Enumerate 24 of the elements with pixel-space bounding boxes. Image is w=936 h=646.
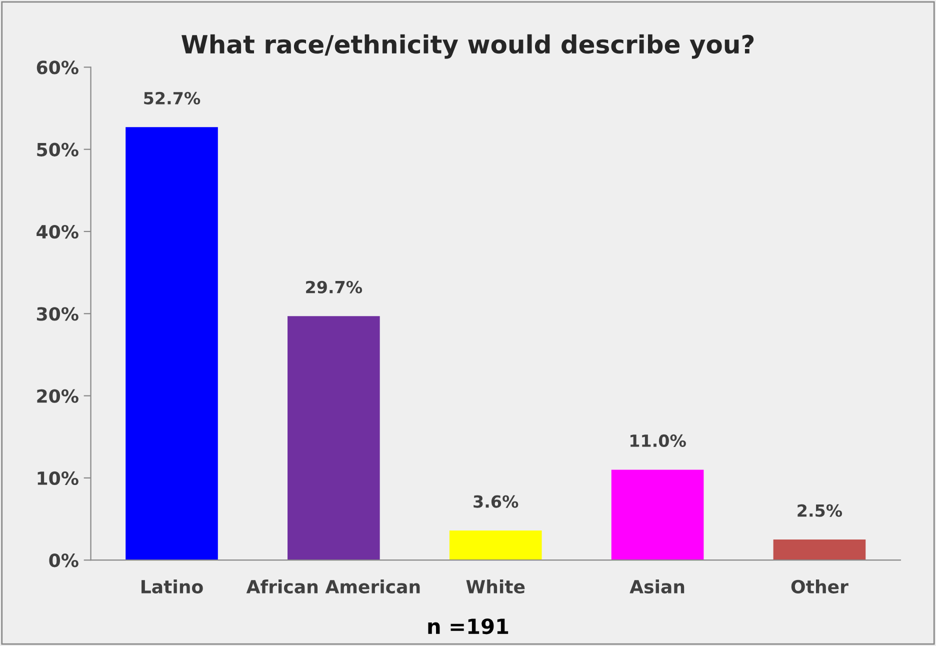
y-tick-label: 60% bbox=[36, 60, 78, 74]
x-tick-label: Other bbox=[791, 580, 848, 594]
bar bbox=[288, 316, 380, 560]
x-tick-label: Latino bbox=[142, 580, 203, 594]
bar bbox=[611, 470, 704, 560]
data-label: 2.5% bbox=[798, 504, 842, 517]
data-label: 11.0% bbox=[630, 434, 686, 448]
x-tick-label: African American bbox=[246, 580, 420, 594]
chart-title: What race/ethnicity would describe you? bbox=[182, 34, 754, 59]
y-tick-label: 0% bbox=[49, 554, 78, 568]
bar bbox=[126, 127, 218, 560]
y-tick-label: 50% bbox=[37, 142, 78, 156]
y-tick-label: 20% bbox=[37, 389, 78, 403]
text: n =191 bbox=[428, 618, 508, 634]
bar bbox=[449, 530, 542, 560]
y-tick-label: 30% bbox=[36, 307, 78, 321]
bar bbox=[773, 540, 866, 560]
data-label: 29.7% bbox=[306, 280, 362, 294]
data-label: 52.7% bbox=[144, 92, 200, 104]
data-label: 3.6% bbox=[474, 495, 518, 508]
x-tick-label: Asian bbox=[630, 580, 684, 594]
y-tick-label: 10% bbox=[38, 471, 78, 486]
y-tick-label: 40% bbox=[36, 224, 78, 239]
x-tick-label: White bbox=[466, 580, 525, 594]
